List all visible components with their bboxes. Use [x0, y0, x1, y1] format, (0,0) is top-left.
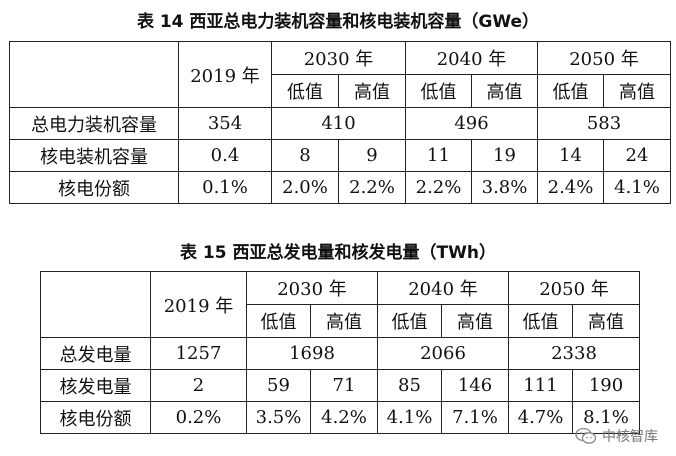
cell-2019: 1257: [150, 337, 247, 370]
cell-2050-high: 4.1%: [603, 171, 671, 204]
cell-2050-low: 111: [508, 369, 573, 402]
row-label: 核电份额: [40, 401, 151, 434]
cell-2050-high: 24: [603, 139, 671, 172]
header-2030-low: 低值: [246, 304, 311, 338]
cell-2050-low: 2.4%: [537, 171, 604, 204]
row-label: 核电份额: [9, 171, 179, 204]
table15-subheader-row: 低值 高值 低值 高值 低值 高值: [41, 304, 640, 338]
cell-2030-low: 8: [271, 139, 339, 172]
cell-2050-low: 4.7%: [508, 401, 573, 434]
table-row: 总电力装机容量 354 410 496 583: [9, 107, 671, 140]
header-2040-low: 低值: [377, 304, 442, 338]
header-2040-high: 高值: [471, 74, 538, 108]
row-label: 核电装机容量: [9, 139, 179, 172]
header-2050-low: 低值: [508, 304, 573, 338]
cell-2040: 496: [405, 107, 538, 140]
cell-2040: 2066: [377, 337, 509, 370]
header-2019: 2019 年: [150, 271, 247, 338]
table-row: 核发电量 2 59 71 85 146 111 190: [40, 369, 640, 402]
cell-2040-low: 4.1%: [377, 401, 442, 434]
cell-2050: 2338: [508, 337, 640, 370]
header-2030: 2030 年: [271, 41, 406, 75]
table15: 2019 年 2030 年 2040 年 2050 年 低值 高值 低值 高值 …: [40, 271, 640, 434]
table-row: 核电份额 0.1% 2.0% 2.2% 2.2% 3.8% 2.4% 4.1%: [9, 171, 671, 204]
cell-2019: 354: [178, 107, 272, 140]
table15-header-row: 2019 年 2030 年 2040 年 2050 年: [40, 271, 640, 338]
cell-2040-high: 7.1%: [441, 401, 509, 434]
cell-2050-high: 8.1%: [572, 401, 640, 434]
table-row: 核电份额 0.2% 3.5% 4.2% 4.1% 7.1% 4.7% 8.1%: [40, 401, 640, 434]
header-2030-low: 低值: [271, 74, 339, 108]
row-label: 总电力装机容量: [9, 107, 179, 140]
row-label: 核发电量: [40, 369, 151, 402]
cell-2040-low: 85: [377, 369, 442, 402]
header-2050-high: 高值: [603, 74, 671, 108]
table14-header-row: 2019 年 2030 年 2040 年 2050 年: [9, 41, 671, 108]
header-2040-low: 低值: [405, 74, 472, 108]
cell-2030-high: 2.2%: [338, 171, 406, 204]
row-label: 总发电量: [40, 337, 151, 370]
cell-2040-high: 3.8%: [471, 171, 538, 204]
cell-2030: 410: [271, 107, 406, 140]
cell-2040-high: 146: [441, 369, 509, 402]
table-row: 核电装机容量 0.4 8 9 11 19 14 24: [9, 139, 671, 172]
cell-2019: 2: [150, 369, 247, 402]
cell-2050: 583: [537, 107, 671, 140]
cell-2019: 0.1%: [178, 171, 272, 204]
header-2050: 2050 年: [508, 271, 640, 305]
watermark: 中核智库: [575, 426, 658, 446]
header-2019: 2019 年: [178, 41, 272, 108]
header-2030-high: 高值: [338, 74, 406, 108]
header-2040: 2040 年: [405, 41, 538, 75]
header-2040-high: 高值: [441, 304, 509, 338]
cell-2050-low: 14: [537, 139, 604, 172]
table-row: 总发电量 1257 1698 2066 2338: [40, 337, 640, 370]
table14: 2019 年 2030 年 2040 年 2050 年 低值 高值 低值 高值 …: [9, 41, 671, 204]
header-2040: 2040 年: [377, 271, 509, 305]
cell-2030-high: 71: [310, 369, 378, 402]
table14-subheader-row: 低值 高值 低值 高值 低值 高值: [10, 74, 671, 108]
cell-2030-high: 4.2%: [310, 401, 378, 434]
table15-title: 表 15 西亚总发电量和核发电量（TWh）: [180, 243, 496, 263]
cell-2019: 0.2%: [150, 401, 247, 434]
cell-2030-low: 3.5%: [246, 401, 311, 434]
table14-title: 表 14 西亚总电力装机容量和核电装机容量（GWe）: [136, 12, 540, 32]
cell-2030: 1698: [246, 337, 378, 370]
cell-2030-high: 9: [338, 139, 406, 172]
watermark-text: 中核智库: [602, 429, 658, 445]
header-2050-high: 高值: [572, 304, 640, 338]
cell-2019: 0.4: [178, 139, 272, 172]
header-2030-high: 高值: [310, 304, 378, 338]
cell-2040-high: 19: [471, 139, 538, 172]
cell-2040-low: 11: [405, 139, 472, 172]
header-2050: 2050 年: [537, 41, 671, 75]
header-2030: 2030 年: [246, 271, 378, 305]
cell-2040-low: 2.2%: [405, 171, 472, 204]
cell-2050-high: 190: [572, 369, 640, 402]
wechat-icon: [575, 427, 597, 445]
cell-2030-low: 2.0%: [271, 171, 339, 204]
table15-corner-cell: [40, 271, 151, 338]
header-2050-low: 低值: [537, 74, 604, 108]
table14-corner-cell: [9, 41, 179, 108]
cell-2030-low: 59: [246, 369, 311, 402]
